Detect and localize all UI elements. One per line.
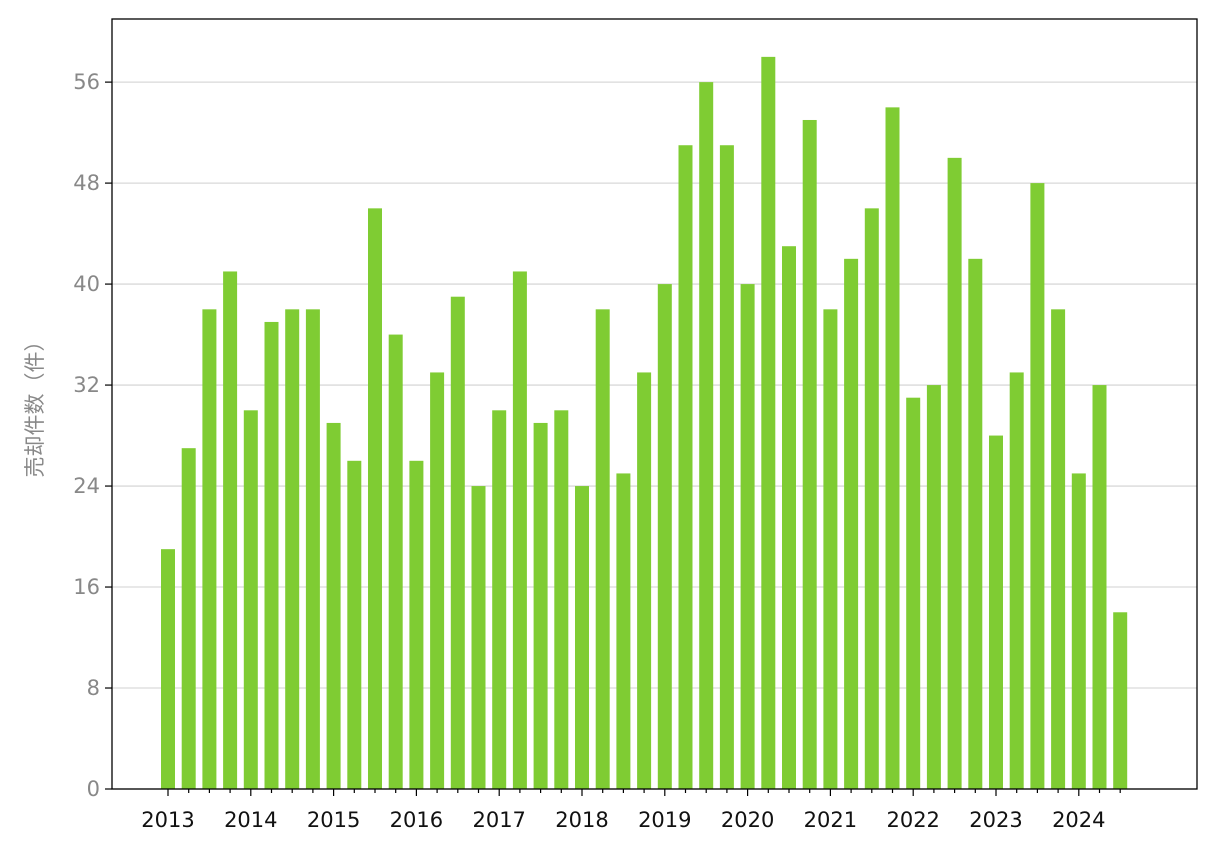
bar: [844, 258, 859, 789]
x-tick-label: 2024: [1052, 808, 1105, 832]
bar: [740, 284, 755, 789]
y-tick-label: 48: [73, 171, 100, 195]
bar: [1051, 309, 1066, 789]
bar: [947, 157, 962, 789]
bar: [864, 208, 879, 790]
bar: [409, 460, 424, 789]
bar: [326, 422, 341, 789]
bar: [782, 246, 796, 789]
bar: [968, 258, 983, 789]
bar: [533, 422, 548, 789]
y-axis-label: 売却件数（件）: [23, 331, 47, 478]
bar: [926, 385, 941, 789]
bar: [1113, 612, 1128, 789]
bar: [512, 271, 527, 790]
x-tick-label: 2018: [555, 808, 608, 832]
bar: [430, 372, 445, 789]
bar: [368, 208, 382, 790]
bar: [554, 410, 569, 789]
y-tick-label: 56: [73, 70, 100, 94]
x-tick-label: 2016: [390, 808, 443, 832]
y-tick-label: 0: [87, 777, 100, 801]
bar: [637, 372, 652, 789]
x-tick-label: 2014: [224, 808, 277, 832]
bar: [223, 271, 238, 790]
x-tick-label: 2019: [638, 808, 691, 832]
plot-frame: [111, 18, 1198, 790]
bar: [181, 448, 196, 789]
bar: [823, 309, 838, 789]
bar: [802, 119, 817, 790]
bar: [989, 435, 1003, 789]
y-tick-label: 16: [73, 575, 100, 599]
bar: [285, 309, 300, 789]
x-tick-label: 2020: [721, 808, 774, 832]
bar: [388, 334, 403, 789]
bar: [906, 397, 921, 789]
bar: [761, 56, 776, 790]
bar: [243, 410, 258, 789]
bar: [305, 309, 320, 789]
bar: [471, 486, 486, 789]
bar: [1009, 372, 1024, 789]
bar: [885, 107, 900, 789]
bar: [699, 82, 714, 790]
y-tick-label: 24: [73, 474, 100, 498]
bar: [492, 410, 507, 789]
bar: [616, 473, 631, 789]
x-tick-label: 2015: [307, 808, 360, 832]
bar: [202, 309, 217, 789]
y-tick-label: 32: [73, 373, 100, 397]
x-tick-label: 2023: [969, 808, 1022, 832]
bar: [450, 296, 465, 789]
bar: [678, 145, 693, 790]
x-tick-label: 2013: [141, 808, 194, 832]
bar: [657, 284, 672, 789]
x-tick-label: 2017: [472, 808, 525, 832]
bar: [719, 145, 734, 790]
x-tick-label: 2021: [804, 808, 857, 832]
bar: [595, 309, 610, 789]
bar: [264, 321, 279, 789]
bar: [575, 486, 589, 789]
y-tick-label: 40: [73, 272, 100, 296]
bar: [161, 549, 175, 789]
x-tick-label: 2022: [886, 808, 939, 832]
bar: [347, 460, 362, 789]
bar: [1030, 183, 1045, 789]
bar: [1071, 473, 1086, 789]
bar: [1092, 385, 1107, 789]
y-tick-label: 8: [87, 676, 100, 700]
